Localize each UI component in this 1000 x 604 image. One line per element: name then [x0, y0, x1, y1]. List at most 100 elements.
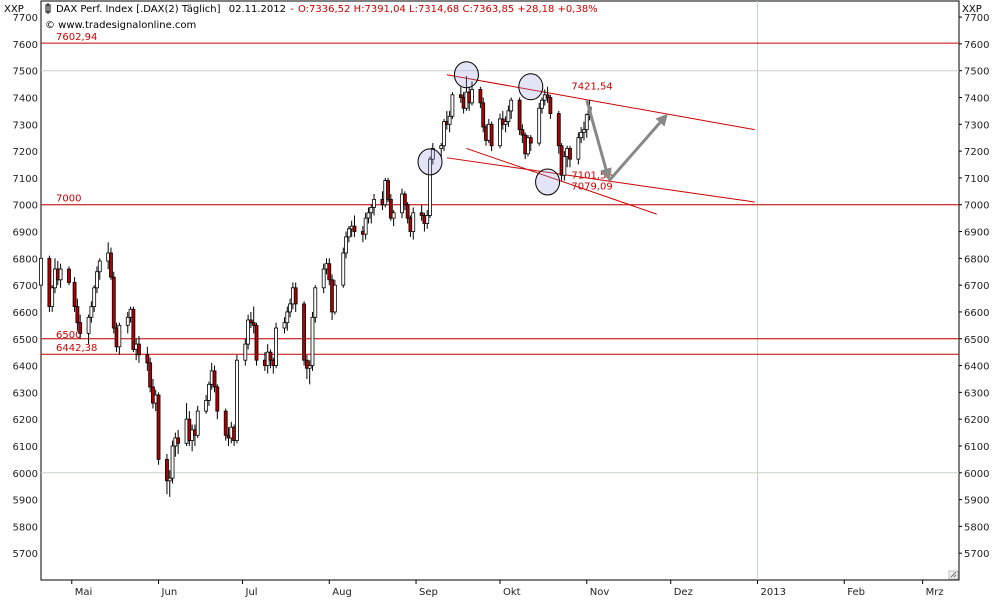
ohlc-separator: -: [290, 4, 294, 15]
y-tick-right: 6700: [964, 281, 989, 292]
candle-body: [584, 114, 589, 131]
pivot-circle: [535, 168, 561, 196]
x-tick-label: Mrz: [926, 587, 944, 598]
x-tick-label: Jul: [245, 587, 258, 598]
candle-body: [148, 362, 153, 388]
x-tick-label: Dez: [674, 587, 693, 598]
candle-body: [145, 354, 150, 364]
candle-body: [223, 410, 228, 436]
trendline: [446, 74, 755, 131]
candle-body: [503, 121, 508, 125]
y-tick-left: 6400: [13, 362, 38, 373]
candle-body: [268, 351, 273, 361]
candle-body: [526, 137, 530, 155]
y-tick-left: 6600: [13, 308, 38, 319]
candle-body: [439, 145, 444, 149]
candle-body: [344, 236, 348, 254]
candle-body: [363, 217, 368, 235]
candle-body: [251, 322, 256, 326]
candle-body: [402, 193, 407, 206]
y-tick-right: 7600: [964, 40, 989, 51]
svg-text:DAX Perf. Index [.DAX(2) Tägl: DAX Perf. Index [.DAX(2) Täglich] 02.11.…: [56, 4, 598, 15]
y-tick-left: 7200: [13, 147, 38, 158]
candle-body: [517, 99, 522, 131]
y-tick-left: 7700: [13, 13, 38, 24]
y-tick-left: 6200: [13, 415, 38, 426]
x-tick-label: Feb: [847, 587, 865, 598]
candle-body: [470, 89, 474, 104]
plot-area: [40, 0, 960, 581]
y-tick-right: 6600: [964, 308, 989, 319]
level-label: 6442,38: [56, 343, 97, 354]
y-tick-left: 7600: [13, 40, 38, 51]
candle-body: [111, 276, 116, 329]
candle-body: [321, 268, 326, 289]
arrow-head-icon: [655, 113, 668, 127]
y-tick-left: 6700: [13, 281, 38, 292]
candle-body: [568, 148, 572, 160]
chart-title: DAX Perf. Index [.DAX(2) Täglich]: [56, 4, 221, 15]
candle-body: [545, 94, 550, 98]
y-tick-left: 7400: [13, 94, 38, 105]
candle-body: [481, 102, 486, 128]
level-annotation: 7421,54: [571, 82, 612, 93]
candle-body: [520, 129, 525, 136]
candle-body: [388, 198, 393, 219]
candle-body: [332, 284, 337, 313]
level-label: 7602,94: [56, 32, 97, 43]
candle-body: [204, 400, 209, 412]
x-tick-label: Okt: [503, 587, 521, 598]
y-tick-left: 6900: [13, 228, 38, 239]
candle-body: [556, 113, 561, 147]
candle-body: [562, 156, 567, 176]
candle-body: [212, 370, 217, 388]
candle-body: [346, 228, 351, 238]
y-tick-right: 6400: [964, 362, 989, 373]
y-tick-left: 5900: [13, 496, 38, 507]
candle-body: [391, 212, 396, 219]
level-label: 7000: [56, 194, 81, 205]
candle-body: [39, 257, 43, 286]
candle-body: [506, 110, 511, 123]
y-tick-right: 7700: [964, 13, 989, 24]
x-tick-label: Jun: [161, 587, 178, 598]
candle-body: [411, 212, 416, 232]
candle-body: [167, 477, 172, 482]
arrow-head-icon: [600, 167, 612, 181]
y-tick-right: 7400: [964, 94, 989, 105]
candle-body: [58, 268, 63, 281]
candle-body: [447, 115, 452, 125]
y-tick-right: 5700: [964, 549, 989, 560]
y-tick-left: 6100: [13, 442, 38, 453]
candle-body: [458, 94, 463, 98]
candle-body: [95, 271, 99, 289]
chart-date: 02.11.2012: [229, 4, 286, 15]
candle-body: [419, 212, 424, 216]
candle-body: [274, 327, 278, 366]
candle-body: [478, 89, 483, 104]
projection-arrow: [585, 99, 608, 170]
candle-body: [249, 319, 253, 324]
candle-body: [170, 445, 175, 479]
candle-body: [215, 386, 220, 412]
candle-body: [243, 343, 248, 361]
y-tick-left: 6000: [13, 469, 38, 480]
candle-body: [430, 148, 435, 160]
level-annotation: 7079,09: [571, 182, 612, 193]
candle-body: [246, 319, 251, 345]
candle-body: [156, 394, 161, 460]
pivot-circle: [453, 61, 479, 89]
candle-body: [50, 287, 55, 307]
candle-body: [341, 252, 346, 286]
y-tick-right: 6500: [964, 335, 989, 346]
candle-body: [72, 282, 77, 307]
candle-body: [117, 324, 122, 348]
candle-body: [372, 198, 376, 208]
y-tick-right: 6300: [964, 388, 989, 399]
resize-grip-icon[interactable]: [948, 570, 959, 580]
candle-body: [428, 158, 432, 216]
candle-body: [288, 303, 292, 313]
candle-body: [576, 137, 581, 160]
